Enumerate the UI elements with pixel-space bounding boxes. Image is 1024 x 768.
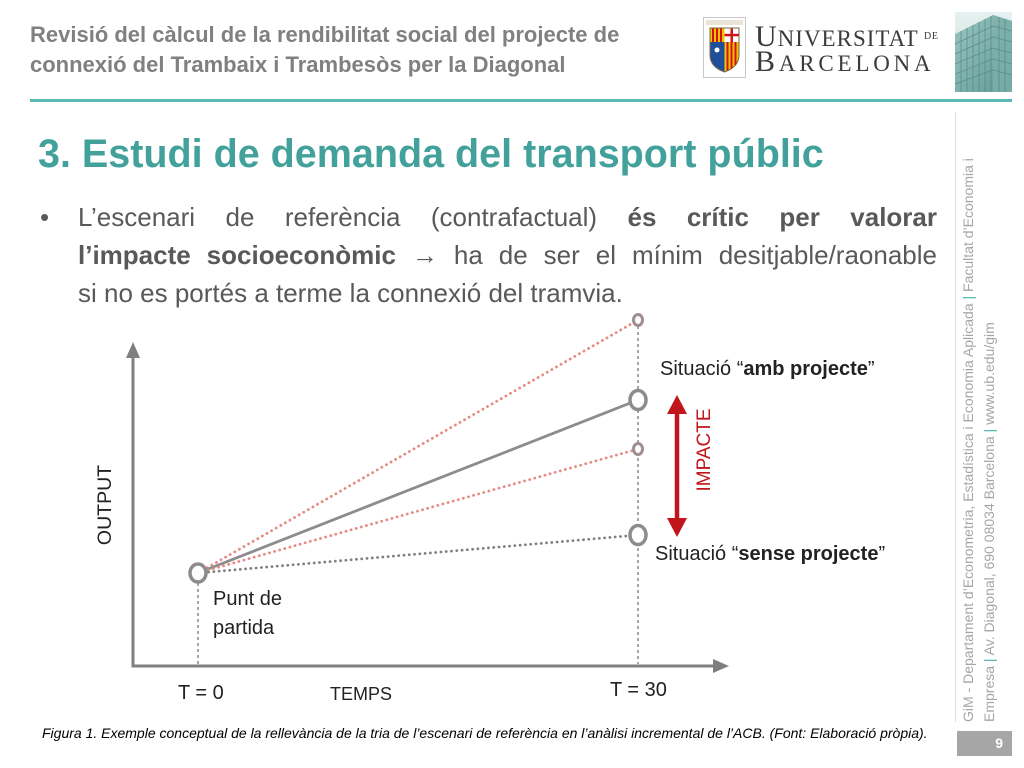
without-project-marker — [628, 523, 648, 547]
impact-arrow-head-bottom — [667, 518, 687, 537]
bullet-segment-bold: l’impacte socioeconòmic — [78, 240, 396, 270]
sidebar-separator: | — [981, 658, 997, 663]
high-alternative-scenario-marker — [632, 313, 644, 327]
presentation-subtitle: Revisió del càlcul de la rendibilitat so… — [30, 20, 619, 80]
impact-label: IMPACTE — [694, 408, 715, 492]
bullet-segment: si no es portés a terme la connexió del … — [78, 278, 623, 308]
without-project-label: Situació “sense projecte” — [655, 542, 885, 566]
with-project-line — [197, 398, 639, 575]
presentation-subtitle-line-1: Revisió del càlcul de la rendibilitat so… — [30, 22, 620, 47]
x-axis-label: TEMPS — [330, 684, 393, 704]
presentation-subtitle-line-2: connexió del Trambaix i Trambesòs per la… — [30, 52, 566, 77]
y-axis-label: OUTPUT — [94, 464, 116, 546]
with-project-marker — [628, 388, 648, 412]
with-project-label-emphasis: amb projecte — [743, 358, 868, 380]
mid-alternative-scenario-line — [196, 447, 640, 575]
sidebar-text: Empresa — [981, 662, 997, 722]
sidebar-text: GiM - Departament d’Econometria, Estadís… — [960, 299, 976, 722]
start-point-label: Punt de partida — [213, 585, 282, 643]
x-tick-end-label: T = 30 — [610, 679, 667, 701]
bullet-line-2: l’impacte socioeconòmic → ha de ser el m… — [78, 236, 937, 274]
figure-caption: Figura 1. Exemple conceptual de la relle… — [42, 725, 928, 741]
sidebar-text: Av. Diagonal, 690 08034 Barcelona — [981, 432, 997, 659]
without-project-label-emphasis: sense projecte — [738, 543, 879, 565]
bullet-segment: → ha de ser el mínim desitjable/raonable — [395, 240, 937, 270]
start-point-label-line-1: Punt de — [213, 588, 282, 610]
sidebar-url: www.ub.edu/gim — [981, 322, 997, 429]
with-project-label-suffix: ” — [867, 358, 875, 380]
sidebar-text: Facultat d’Economia i — [960, 158, 976, 296]
university-logo-de: DE — [924, 31, 939, 42]
without-project-label-suffix: ” — [878, 543, 886, 565]
bullet-segment: L’escenari de referència (contrafactual) — [78, 202, 628, 232]
university-seal-icon — [703, 17, 746, 78]
bullet-line-1: L’escenari de referència (contrafactual)… — [78, 198, 937, 236]
header-divider — [30, 99, 1012, 102]
x-axis-arrowhead — [713, 659, 729, 673]
university-logo-word-1: UNIVERSITAT — [755, 20, 919, 53]
sidebar-divider — [955, 112, 956, 722]
with-project-label: Situació “amb projecte” — [660, 357, 875, 381]
sidebar-line-2: Empresa | Av. Diagonal, 690 08034 Barcel… — [979, 122, 1000, 722]
slide-title: 3. Estudi de demanda del transport públi… — [38, 132, 824, 176]
bullet-line-3: si no es portés a terme la connexió del … — [78, 274, 937, 312]
with-project-label-prefix: Situació “ — [660, 358, 744, 380]
sidebar-separator: | — [960, 295, 976, 300]
university-logo-word-2: BARCELONA — [755, 45, 935, 78]
start-point-label-line-2: partida — [213, 617, 275, 639]
without-project-line — [196, 533, 640, 575]
mid-alternative-scenario-marker — [632, 442, 644, 456]
y-axis-arrowhead — [126, 342, 140, 358]
bullet-segment-bold: és crític per valorar — [627, 202, 937, 232]
sidebar-line-1: GiM - Departament d’Econometria, Estadís… — [958, 122, 979, 722]
high-alternative-scenario-line — [196, 318, 640, 575]
bullet-marker: • — [40, 202, 50, 232]
sidebar-footer-text: GiM - Departament d’Econometria, Estadís… — [958, 122, 1000, 722]
impact-arrow-head-top — [667, 395, 687, 414]
without-project-label-prefix: Situació “ — [655, 543, 739, 565]
bullet-text: L’escenari de referència (contrafactual)… — [78, 198, 937, 312]
building-photo — [955, 12, 1012, 92]
x-tick-start-label: T = 0 — [178, 682, 224, 704]
page-number: 9 — [957, 731, 1012, 756]
sidebar-separator: | — [981, 428, 997, 433]
start-point-marker — [188, 562, 208, 584]
